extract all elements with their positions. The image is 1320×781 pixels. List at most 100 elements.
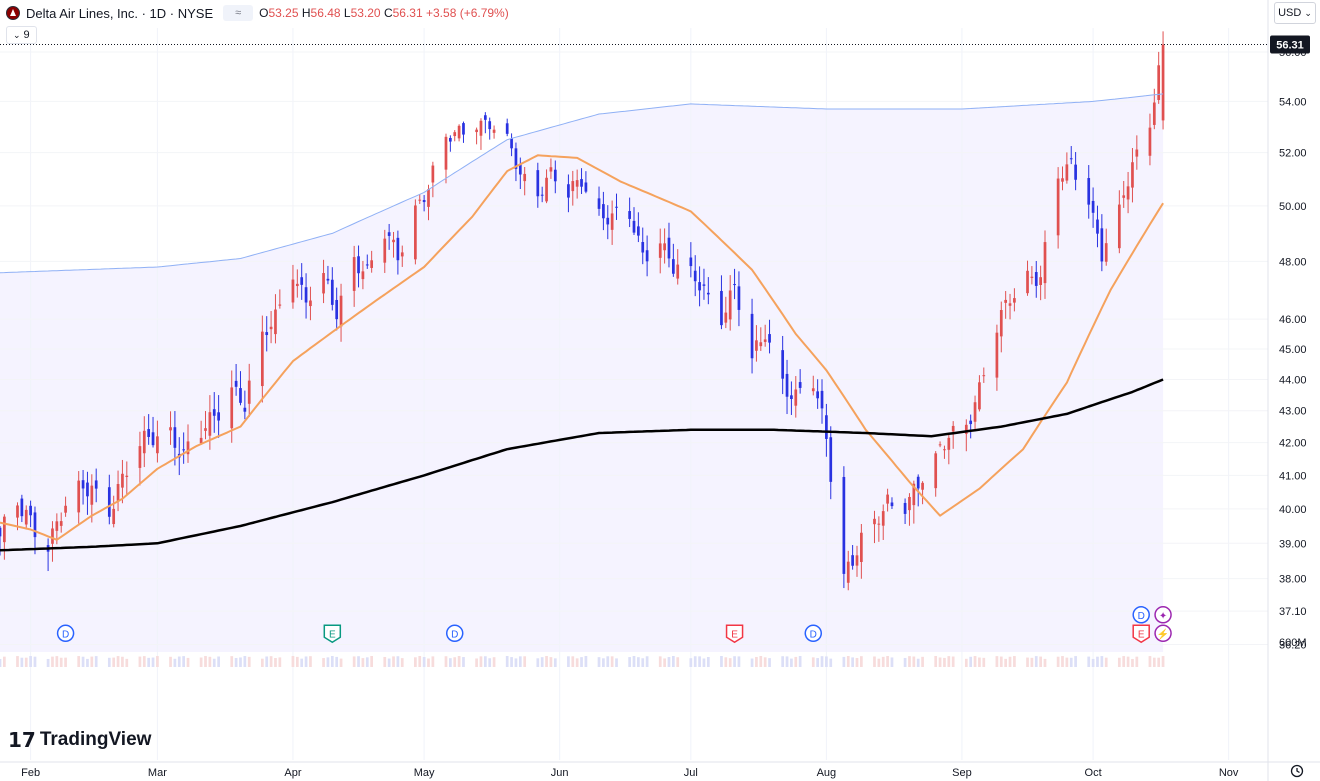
volume-bar [16,656,19,667]
volume-bar [361,658,365,667]
symbol-title[interactable]: Delta Air Lines, Inc. · 1D · NYSE [26,5,214,21]
indicators-toggle-button[interactable]: ⌄ 9 [6,26,37,44]
candle-body [116,484,120,501]
candle-body [724,312,728,323]
volume-bar [763,657,767,667]
candle-body [3,516,6,543]
volume-bar [1034,656,1038,667]
volume-bar [1131,658,1134,667]
candle-body [1004,299,1008,303]
volume-bar [755,656,758,667]
currency-button[interactable]: USD ⌄ [1274,2,1316,24]
volume-bar [628,657,631,667]
close-value: 56.31 [392,6,423,20]
volume-bar [444,656,448,667]
candle-body [816,391,819,399]
candle-body [916,476,920,489]
volume-bar [829,658,833,667]
time-axis[interactable]: Feb Mar Apr May Jun Jul Aug Sep Oct Nov [0,761,1320,779]
candle-body [147,429,151,437]
candle-body [112,508,116,525]
volume-bar [580,657,583,667]
volume-bar [947,656,951,667]
volume-bar [1030,657,1034,667]
volume-bar [422,656,426,667]
candle-body [641,242,645,253]
candle-body [1152,102,1156,125]
candle-body [510,138,513,149]
candle-body [169,427,172,431]
volume-bar [724,657,728,667]
candle-body [234,380,238,387]
price-tick-label: 54.00 [1279,96,1307,108]
price-axis[interactable]: 56.0054.0052.0050.0048.0046.0045.0044.00… [1267,0,1307,781]
marker-label: ✦ [1159,611,1167,622]
candle-body [304,287,308,303]
marker-shape [445,624,464,643]
volume-bar [768,658,771,667]
candle-body [330,279,334,305]
candle-body [877,523,881,525]
volume-bar [671,656,675,667]
candle-body [265,332,269,336]
compare-button[interactable]: ≈ [223,5,254,21]
candle-body [628,211,631,219]
moving-average-lines [0,93,1164,552]
event-markers[interactable]: D E D E DDE✦⚡ [56,606,1172,644]
candle-body [545,177,548,202]
candle-body [663,243,666,251]
marker-label: E [1138,629,1145,640]
volume-bar [890,657,894,667]
volume-bar [846,656,850,667]
volume-bar [326,657,330,667]
last-price-tag [1270,35,1310,54]
grid [0,28,1268,760]
event-marker-dividend[interactable]: D [56,624,75,643]
time-tick-label: Oct [1085,767,1102,779]
candle-body [278,304,282,306]
volume-bar [1152,657,1156,667]
event-marker-news[interactable]: ⚡ [1154,624,1172,643]
candle-body [671,259,675,274]
volume-bar [1117,657,1121,667]
volume-bar [177,656,181,667]
event-marker-dividend[interactable]: D [1132,606,1150,624]
event-marker-earnings[interactable]: E [1132,624,1150,644]
event-marker-earnings[interactable]: E [725,624,744,644]
candle-body [1148,127,1152,156]
candle-body [798,382,802,388]
candle-body [934,453,938,489]
candle-body [59,521,63,526]
candle-body [291,279,295,303]
volume-bar [645,656,649,667]
volume-bar [309,656,312,667]
volume-bar [706,657,710,667]
candle-body [370,260,374,268]
volume-bar [842,656,846,667]
event-marker-dividend[interactable]: D [445,624,464,643]
volume-bar [1087,656,1091,667]
volume-bar [615,658,618,667]
event-marker-news[interactable]: ✦ [1154,606,1172,624]
candle-body [1039,277,1042,286]
candle-body [156,436,159,454]
marker-label: D [451,629,458,640]
go-to-realtime-icon[interactable] [1290,764,1304,778]
volume-bar [505,656,509,667]
volume-bar [698,656,701,667]
candle-body [790,395,793,399]
tradingview-logo[interactable]: 17 TradingView [8,728,151,752]
candle-body [295,283,299,287]
event-marker-earnings[interactable]: E [323,624,342,644]
candle-body [912,483,916,506]
event-marker-dividend[interactable]: D [804,624,823,643]
candle-body [1069,158,1073,160]
candle-body [811,388,815,392]
volume-bar [186,657,190,667]
candle-body [720,290,723,326]
marker-label: E [731,629,738,640]
volume-bar [912,656,916,667]
volume-bar [339,658,343,667]
